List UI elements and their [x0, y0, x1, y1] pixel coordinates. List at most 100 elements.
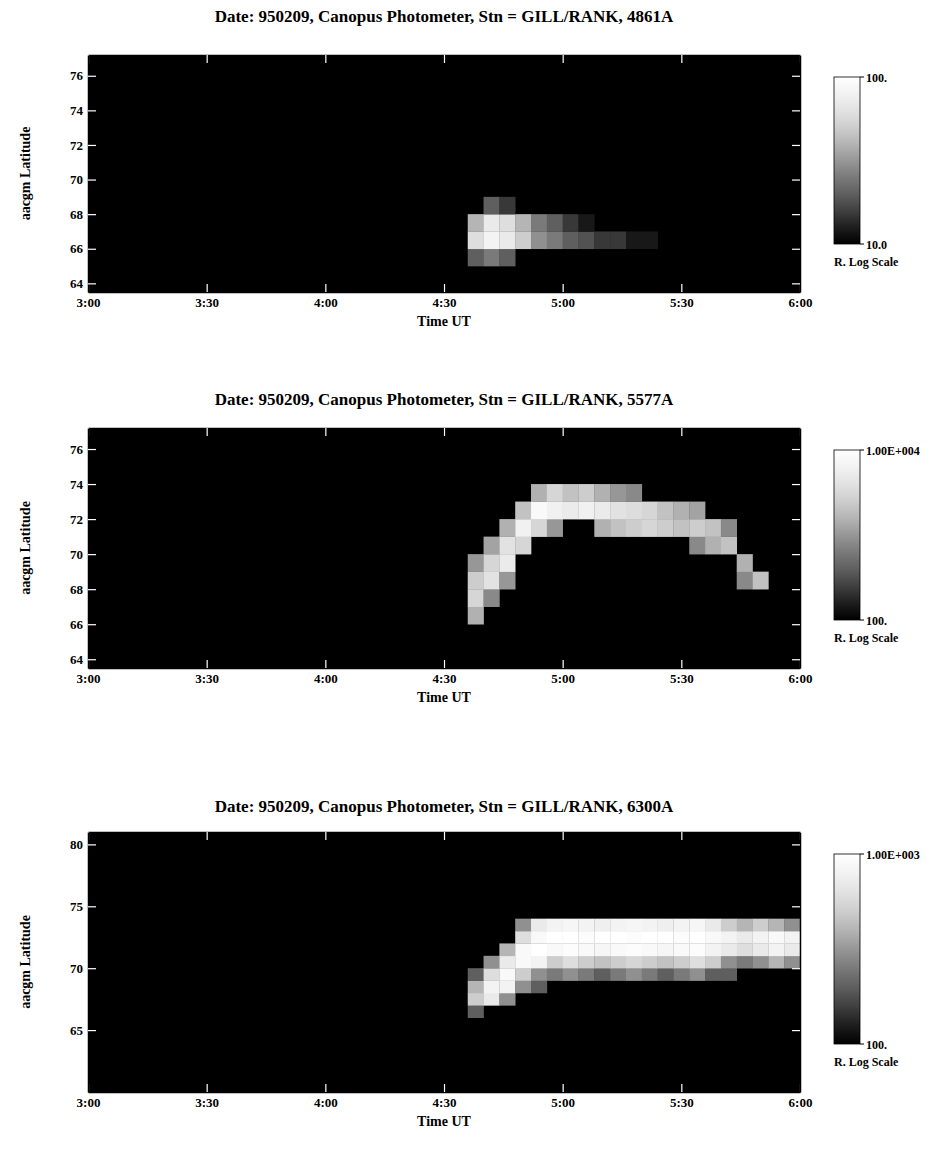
tick — [681, 55, 682, 63]
heat-cell — [531, 484, 547, 502]
tick-mark — [792, 449, 800, 450]
tick-mark — [563, 660, 564, 668]
colorbar-tick — [860, 450, 864, 451]
tick-mark — [681, 428, 682, 436]
tick — [792, 76, 800, 77]
heat-cell — [531, 981, 547, 994]
y-axis-right — [792, 429, 801, 669]
heat-cell — [547, 919, 563, 932]
tick — [792, 145, 800, 146]
tick-label: 5:30 — [670, 1095, 694, 1110]
tick: 3:30 — [195, 284, 219, 310]
tick: 4:30 — [433, 1084, 457, 1110]
heat-cell — [578, 919, 594, 932]
tick-label: 4:30 — [433, 1095, 457, 1110]
heat-cell — [737, 956, 753, 969]
heat-cell — [705, 537, 721, 555]
tick-mark — [88, 659, 96, 660]
heat-cell — [610, 919, 626, 932]
heat-cell — [578, 484, 594, 502]
heat-cell — [515, 943, 531, 956]
tick-label: 72 — [70, 512, 83, 527]
tick-mark — [207, 660, 208, 668]
heat-cell — [705, 968, 721, 981]
tick: 5:30 — [670, 660, 694, 686]
tick — [792, 283, 800, 284]
tick: 3:30 — [195, 660, 219, 686]
tick-mark — [207, 55, 208, 63]
tick-label: 72 — [70, 138, 83, 153]
x-axis-top — [89, 55, 801, 63]
tick — [792, 1030, 800, 1031]
heat-cell — [499, 231, 515, 249]
heat-cell — [737, 919, 753, 932]
tick — [792, 659, 800, 660]
tick-mark — [792, 624, 800, 625]
tick-mark — [207, 428, 208, 436]
heat-cell — [484, 249, 500, 267]
heat-cell — [484, 981, 500, 994]
tick-mark — [792, 1030, 800, 1031]
tick: 75 — [70, 899, 96, 914]
tick-mark — [88, 110, 96, 111]
heat-cell — [468, 214, 484, 232]
axis-line — [88, 833, 90, 1093]
heat-cell — [642, 231, 658, 249]
colorbar: 100.10.0R. Log Scale — [834, 71, 899, 269]
heat-cell — [499, 572, 515, 590]
tick-label: 5:30 — [670, 295, 694, 310]
heat-cell — [721, 956, 737, 969]
x-axis: 3:003:304:004:305:005:306:00 — [77, 1084, 813, 1110]
x-axis-top — [89, 428, 801, 436]
heat-cell — [563, 502, 579, 520]
heat-cell — [578, 956, 594, 969]
tick: 68 — [70, 582, 96, 597]
tick-mark — [681, 55, 682, 63]
heat-cell — [484, 197, 500, 215]
tick: 5:00 — [551, 1084, 575, 1110]
heat-cell — [673, 943, 689, 956]
tick — [792, 180, 800, 181]
heat-cell — [499, 197, 515, 215]
heat-cell — [563, 956, 579, 969]
tick-label: 70 — [70, 172, 83, 187]
colorbar-tick-label: 100. — [866, 614, 887, 628]
tick — [681, 832, 682, 840]
heat-cell — [515, 537, 531, 555]
heat-cell — [468, 993, 484, 1006]
heat-cell — [673, 919, 689, 932]
heat-cell — [531, 968, 547, 981]
title: Date: 950209, Canopus Photometer, Stn = … — [215, 390, 674, 409]
cells — [468, 484, 769, 624]
tick — [207, 832, 208, 840]
heat-cell — [547, 956, 563, 969]
tick-mark — [792, 484, 800, 485]
tick-mark — [563, 284, 564, 292]
panel: Date: 950209, Canopus Photometer, Stn = … — [18, 390, 920, 705]
heat-cell — [658, 931, 674, 944]
heat-cell — [626, 931, 642, 944]
heat-cell — [753, 572, 769, 590]
tick: 3:30 — [195, 1084, 219, 1110]
tick: 70 — [70, 961, 96, 976]
heat-cell — [642, 956, 658, 969]
tick-label: 76 — [70, 442, 84, 457]
colorbar-tick-label: 100. — [866, 1038, 887, 1052]
heat-cell — [705, 956, 721, 969]
tick — [325, 832, 326, 840]
tick-label: 70 — [70, 547, 83, 562]
tick — [792, 844, 800, 845]
tick: 76 — [70, 442, 96, 457]
heat-cell — [578, 931, 594, 944]
heat-cell — [784, 919, 800, 932]
tick-mark — [792, 214, 800, 215]
y-axis: 64666870727476 — [70, 56, 96, 293]
heat-cell — [468, 607, 484, 625]
heat-cell — [594, 931, 610, 944]
heat-cell — [547, 484, 563, 502]
tick — [207, 428, 208, 436]
tick-label: 64 — [70, 652, 84, 667]
x-axis-title: Time UT — [417, 690, 471, 705]
heat-cell — [737, 943, 753, 956]
heat-cell — [484, 554, 500, 572]
